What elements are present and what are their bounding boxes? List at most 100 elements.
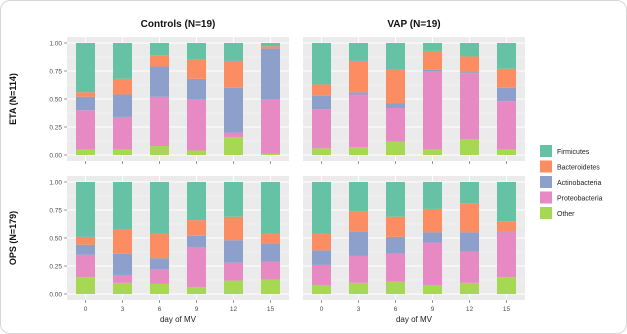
x-tick-label: 3 <box>121 306 125 313</box>
bar-segment-actinobacteria-day-0 <box>76 96 95 111</box>
bar-segment-proteobacteria-day-3 <box>349 255 368 283</box>
legend-swatch-other <box>540 207 552 219</box>
bar-segment-other-day-9 <box>423 285 442 294</box>
bar-segment-bacteroidetes-day-12 <box>460 56 479 73</box>
bar-segment-proteobacteria-day-0 <box>76 254 95 278</box>
bar-segment-other-day-9 <box>187 150 206 155</box>
bar-segment-firmicutes-day-3 <box>349 182 368 212</box>
x-tick-label: 0 <box>320 306 324 313</box>
bar-segment-actinobacteria-day-0 <box>76 244 95 255</box>
bar-segment-bacteroidetes-day-15 <box>261 233 280 244</box>
bar-segment-actinobacteria-day-9 <box>423 232 442 243</box>
bar-segment-actinobacteria-day-3 <box>113 253 132 275</box>
y-tick-label: 0.25 <box>49 263 62 270</box>
bar-segment-firmicutes-day-9 <box>423 182 442 209</box>
bar-segment-actinobacteria-day-15 <box>261 48 280 99</box>
bar-segment-firmicutes-day-12 <box>460 43 479 57</box>
bar-segment-other-day-6 <box>150 146 169 155</box>
bar-segment-firmicutes-day-15 <box>497 182 516 222</box>
bar-segment-firmicutes-day-3 <box>349 43 368 61</box>
legend-label-firmicutes: Firmicutes <box>557 149 590 156</box>
bar-segment-actinobacteria-day-3 <box>349 92 368 95</box>
y-tick-label: 1.00 <box>49 40 62 47</box>
bar-segment-firmicutes-day-9 <box>423 43 442 51</box>
bar-segment-firmicutes-day-15 <box>261 43 280 47</box>
y-tick-label: 0.50 <box>49 96 62 103</box>
bar-segment-bacteroidetes-day-0 <box>76 236 95 245</box>
bar-segment-other-day-3 <box>113 282 132 294</box>
legend-label-bacteroidetes: Bacteroidetes <box>557 165 600 172</box>
row-label-ops-n-179: OPS (N=179) <box>8 211 18 265</box>
bar-segment-proteobacteria-day-9 <box>423 242 442 286</box>
bar-segment-firmicutes-day-15 <box>261 182 280 234</box>
x-tick-label: 0 <box>84 306 88 313</box>
bar-segment-bacteroidetes-day-6 <box>150 55 169 67</box>
bar-segment-actinobacteria-day-6 <box>386 236 405 254</box>
bar-segment-bacteroidetes-day-3 <box>349 211 368 232</box>
panel-vap-n-19-ops-n-179: 0 3 6 9 12 15 day of MV <box>303 176 525 324</box>
legend-label-proteobacteria: Proteobacteria <box>557 196 603 203</box>
bar-segment-actinobacteria-day-9 <box>187 78 206 99</box>
bar-segment-firmicutes-day-9 <box>187 43 206 60</box>
bar-segment-actinobacteria-day-15 <box>497 87 516 102</box>
bar-segment-proteobacteria-day-0 <box>76 110 95 150</box>
bar-segment-bacteroidetes-day-0 <box>312 233 331 251</box>
bar-segment-other-day-9 <box>423 149 442 155</box>
bar-segment-other-day-6 <box>150 283 169 294</box>
bar-segment-other-day-15 <box>497 149 516 155</box>
panel-controls-n-19-ops-n-179: 0.00 0.25 0.50 0.75 1.00 0 3 6 9 12 15 day of MV <box>49 176 289 324</box>
x-tick-label: 15 <box>267 306 275 313</box>
bar-segment-proteobacteria-day-9 <box>423 71 442 150</box>
bar-segment-actinobacteria-day-9 <box>187 235 206 247</box>
bar-segment-proteobacteria-day-9 <box>187 99 206 151</box>
bar-segment-firmicutes-day-0 <box>312 43 331 85</box>
bar-segment-firmicutes-day-6 <box>386 43 405 70</box>
bar-segment-bacteroidetes-day-9 <box>423 50 442 70</box>
bar-segment-firmicutes-day-12 <box>460 182 479 204</box>
bar-segment-bacteroidetes-day-15 <box>497 68 516 88</box>
x-tick-label: 9 <box>195 306 199 313</box>
bar-segment-firmicutes-day-6 <box>150 182 169 234</box>
bar-segment-firmicutes-day-0 <box>76 43 95 93</box>
bar-segment-firmicutes-day-12 <box>224 182 243 217</box>
x-tick-label: 12 <box>466 306 474 313</box>
bar-segment-proteobacteria-day-12 <box>224 132 243 138</box>
bar-segment-other-day-0 <box>312 285 331 294</box>
bar-segment-other-day-0 <box>312 148 331 155</box>
bar-segment-proteobacteria-day-15 <box>497 101 516 150</box>
legend-swatch-proteobacteria <box>540 191 552 204</box>
bar-segment-other-day-0 <box>76 149 95 155</box>
bar-segment-bacteroidetes-day-12 <box>460 203 479 233</box>
bar-segment-bacteroidetes-day-9 <box>423 208 442 233</box>
legend-swatch-firmicutes <box>540 145 552 157</box>
bar-segment-bacteroidetes-day-3 <box>349 60 368 93</box>
x-tick-label: 9 <box>431 306 435 313</box>
bar-segment-proteobacteria-day-0 <box>312 109 331 149</box>
bar-segment-other-day-9 <box>187 287 206 294</box>
bar-segment-actinobacteria-day-0 <box>312 250 331 265</box>
bar-segment-proteobacteria-day-6 <box>386 107 405 142</box>
bar-segment-firmicutes-day-3 <box>113 182 132 230</box>
bar-segment-firmicutes-day-0 <box>76 182 95 237</box>
y-tick-label: 1.00 <box>49 179 62 186</box>
bar-segment-other-day-0 <box>76 277 95 294</box>
bar-segment-proteobacteria-day-12 <box>460 73 479 140</box>
legend-swatch-bacteroidetes <box>540 160 552 173</box>
x-tick-label: 12 <box>230 306 238 313</box>
bar-segment-actinobacteria-day-12 <box>460 232 479 252</box>
bar-segment-actinobacteria-day-6 <box>150 66 169 97</box>
bar-segment-proteobacteria-day-9 <box>187 246 206 288</box>
bar-segment-other-day-12 <box>224 280 243 294</box>
x-tick-label: 6 <box>394 306 398 313</box>
bar-segment-proteobacteria-day-3 <box>113 116 132 150</box>
bar-segment-firmicutes-day-9 <box>187 182 206 221</box>
x-tick-label: 15 <box>503 306 511 313</box>
legend-label-other: Other <box>557 211 575 218</box>
bar-segment-bacteroidetes-day-0 <box>312 84 331 96</box>
x-axis-title: day of MV <box>396 315 433 324</box>
bar-segment-actinobacteria-day-3 <box>349 231 368 256</box>
bar-segment-actinobacteria-day-6 <box>150 258 169 270</box>
bar-segment-other-day-12 <box>460 282 479 294</box>
y-tick-label: 0.00 <box>49 152 62 159</box>
bar-segment-firmicutes-day-6 <box>386 182 405 217</box>
